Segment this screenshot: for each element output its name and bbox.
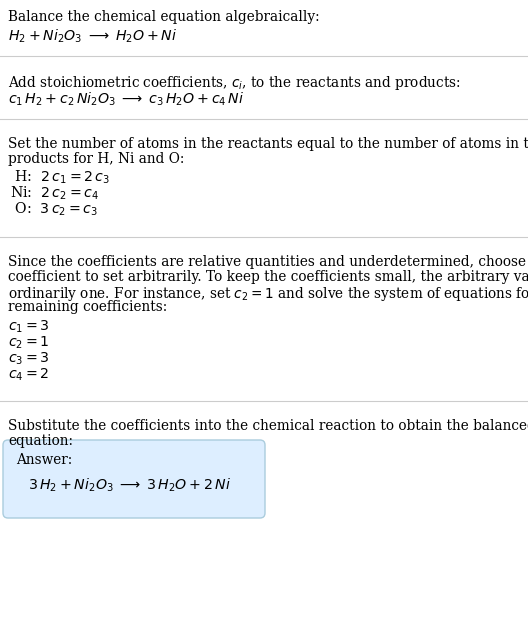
Text: $c_1\, H_2 + c_2\, Ni_2O_3 \;\longrightarrow\; c_3\, H_2O + c_4\, Ni$: $c_1\, H_2 + c_2\, Ni_2O_3 \;\longrighta… xyxy=(8,91,244,109)
Text: $c_2 = 1$: $c_2 = 1$ xyxy=(8,335,50,351)
Text: Add stoichiometric coefficients, $c_i$, to the reactants and products:: Add stoichiometric coefficients, $c_i$, … xyxy=(8,74,461,92)
Text: Substitute the coefficients into the chemical reaction to obtain the balanced: Substitute the coefficients into the che… xyxy=(8,419,528,433)
Text: remaining coefficients:: remaining coefficients: xyxy=(8,300,167,314)
Text: ordinarily one. For instance, set $c_2 = 1$ and solve the system of equations fo: ordinarily one. For instance, set $c_2 =… xyxy=(8,285,528,303)
Text: products for H, Ni and O:: products for H, Ni and O: xyxy=(8,152,184,166)
Text: $c_1 = 3$: $c_1 = 3$ xyxy=(8,319,50,336)
Text: equation:: equation: xyxy=(8,434,73,448)
Text: $c_3 = 3$: $c_3 = 3$ xyxy=(8,351,50,367)
Text: Set the number of atoms in the reactants equal to the number of atoms in the: Set the number of atoms in the reactants… xyxy=(8,137,528,151)
Text: $H_2 + Ni_2O_3 \;\longrightarrow\; H_2O + Ni$: $H_2 + Ni_2O_3 \;\longrightarrow\; H_2O … xyxy=(8,28,177,46)
Text: $3\,H_2 + Ni_2O_3 \;\longrightarrow\; 3\,H_2O + 2\, Ni$: $3\,H_2 + Ni_2O_3 \;\longrightarrow\; 3\… xyxy=(28,477,231,494)
FancyBboxPatch shape xyxy=(3,440,265,518)
Text: H:  $2\,c_1 = 2\,c_3$: H: $2\,c_1 = 2\,c_3$ xyxy=(10,169,110,186)
Text: $c_4 = 2$: $c_4 = 2$ xyxy=(8,367,49,384)
Text: Ni:  $2\,c_2 = c_4$: Ni: $2\,c_2 = c_4$ xyxy=(10,185,99,202)
Text: Balance the chemical equation algebraically:: Balance the chemical equation algebraica… xyxy=(8,10,319,24)
Text: Answer:: Answer: xyxy=(16,453,72,467)
Text: coefficient to set arbitrarily. To keep the coefficients small, the arbitrary va: coefficient to set arbitrarily. To keep … xyxy=(8,270,528,284)
Text: Since the coefficients are relative quantities and underdetermined, choose a: Since the coefficients are relative quan… xyxy=(8,255,528,269)
Text: O:  $3\,c_2 = c_3$: O: $3\,c_2 = c_3$ xyxy=(10,201,98,219)
